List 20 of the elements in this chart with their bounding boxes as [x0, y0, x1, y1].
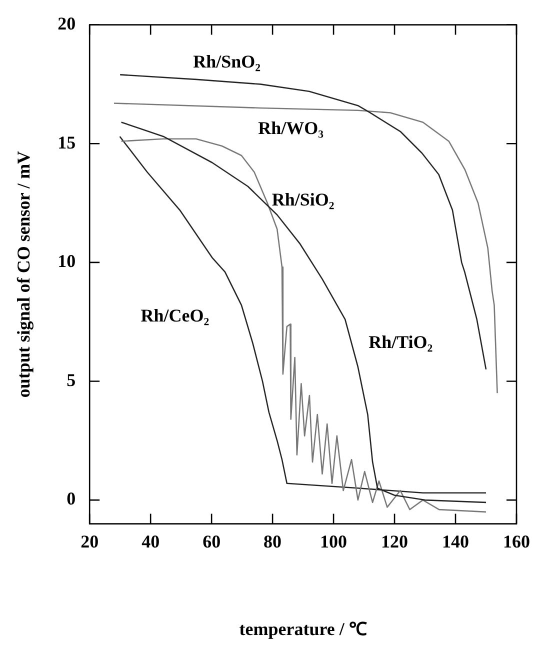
x-tick-label: 20	[80, 531, 99, 552]
x-tick-label: 120	[381, 531, 408, 552]
y-tick-label: 0	[66, 488, 76, 509]
y-tick-label: 10	[58, 251, 76, 272]
x-axis-title: temperature / ℃	[239, 618, 367, 639]
x-tick-label: 40	[142, 531, 160, 552]
y-tick-label: 15	[58, 132, 76, 152]
y-tick-label: 5	[66, 370, 76, 390]
series-label: Rh/CeO₂	[140, 306, 210, 326]
series-label: Rh/SiO₂	[272, 189, 334, 210]
y-tick-label: 20	[58, 13, 76, 34]
series-label: Rh/TiO₂	[368, 332, 433, 352]
x-tick-label: 60	[202, 531, 221, 552]
y-axis-title: output signal of CO sensor / mV	[13, 150, 34, 398]
x-tick-label: 140	[442, 531, 470, 552]
series-label: Rh/WO₃	[258, 118, 324, 138]
series-label: Rh/SnO₂	[193, 51, 261, 72]
x-tick-label: 160	[503, 531, 530, 552]
x-tick-label: 100	[320, 531, 348, 552]
x-tick-label: 80	[264, 531, 282, 552]
